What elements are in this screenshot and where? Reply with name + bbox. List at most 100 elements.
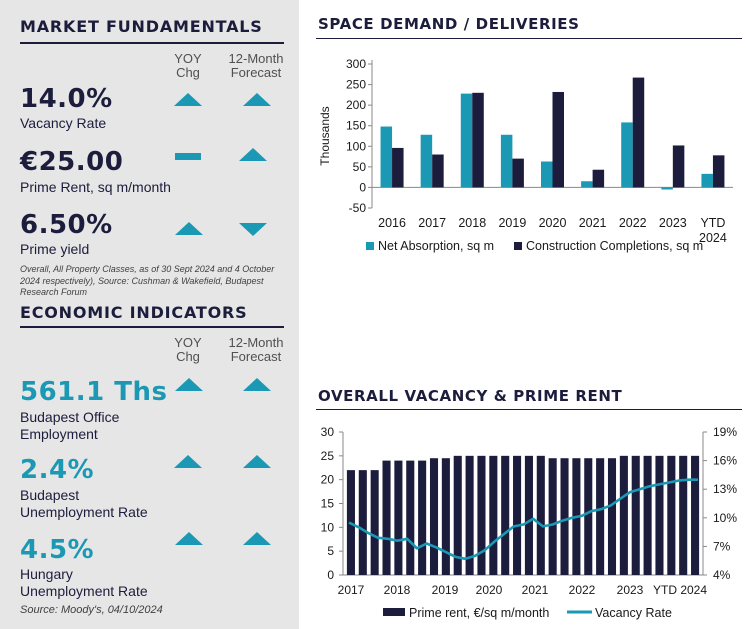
budapest-unemployment-value: 2.4%: [20, 455, 95, 485]
down-arrow-icon: [239, 223, 267, 236]
up-arrow-icon: [175, 222, 203, 235]
vacancy-rent-title-rule: [316, 409, 742, 410]
economic-source: Source: Moody's, 04/10/2024: [20, 604, 163, 616]
prime-rent-value: €25.00: [20, 147, 124, 177]
bar-net-absorption: [380, 126, 393, 188]
up-arrow-icon: [243, 532, 271, 545]
y-tick-label: 0: [359, 180, 366, 194]
legend-label: Vacancy Rate: [595, 606, 672, 620]
y-tick-label: 100: [346, 139, 366, 153]
market-footnote: Overall, All Property Classes, as of 30 …: [20, 264, 275, 297]
economic-title-rule: [20, 326, 284, 328]
y-tick-label: 150: [346, 119, 366, 133]
left-tick-label: 15: [321, 497, 335, 511]
up-arrow-icon: [174, 455, 202, 468]
right-tick-label: 13%: [713, 482, 737, 496]
legend-swatch-prime-rent: [383, 608, 405, 616]
legend-label: Net Absorption, sq m: [378, 239, 494, 253]
bar-construction-completions: [592, 169, 605, 188]
bar-prime-rent: [667, 455, 676, 575]
economic-indicators-title: ECONOMIC INDICATORS: [20, 303, 248, 322]
market-title-rule: [20, 42, 284, 44]
right-tick-label: 19%: [713, 425, 737, 439]
market-forecast-header: 12-Month Forecast: [228, 51, 284, 80]
bar-net-absorption: [500, 134, 513, 188]
economic-forecast-header: 12-Month Forecast: [228, 335, 284, 364]
bar-prime-rent: [501, 455, 510, 575]
bar-prime-rent: [631, 455, 640, 575]
office-employment-value: 561.1 Ths: [20, 377, 168, 407]
right-tick-label: 7%: [713, 539, 731, 553]
vacancy-rent-title: OVERALL VACANCY & PRIME RENT: [318, 387, 623, 405]
economic-yoy-header: YOY Chg: [174, 335, 202, 364]
x-tick-label: 2020: [539, 216, 567, 230]
right-tick-label: 16%: [713, 454, 737, 468]
bar-prime-rent: [394, 460, 403, 575]
legend-label: Prime rent, €/sq m/month: [409, 606, 549, 620]
x-tick-label: 2017: [418, 216, 446, 230]
x-tick-label: 2020: [476, 583, 503, 597]
bar-prime-rent: [406, 460, 415, 575]
bar-construction-completions: [472, 92, 484, 188]
x-tick-label: 2022: [619, 216, 647, 230]
bar-net-absorption: [460, 93, 473, 188]
bar-prime-rent: [513, 455, 522, 575]
bar-net-absorption: [581, 181, 593, 188]
y-tick-label: 200: [346, 98, 366, 112]
bar-prime-rent: [524, 455, 533, 575]
prime-rent-label: Prime Rent, sq m/month: [20, 179, 171, 195]
bar-prime-rent: [548, 458, 557, 575]
x-tick-label: 2017: [338, 583, 365, 597]
y-tick-label: 300: [346, 57, 366, 71]
bar-prime-rent: [536, 455, 545, 575]
bar-prime-rent: [596, 458, 605, 575]
x-tick-label: 2023: [659, 216, 687, 230]
x-tick-label: 2018: [458, 216, 486, 230]
x-tick-label: 2019: [498, 216, 526, 230]
space-demand-title-rule: [316, 38, 742, 39]
line-vacancy-rate: [348, 478, 698, 561]
bar-prime-rent: [370, 470, 379, 575]
bar-net-absorption: [541, 161, 553, 188]
y-tick-label: 50: [353, 160, 367, 174]
legend-swatch: [366, 242, 374, 250]
vacancy-rate-value: 14.0%: [20, 84, 113, 114]
prime-yield-label: Prime yield: [20, 241, 90, 257]
vacancy-rate-label: Vacancy Rate: [20, 115, 107, 131]
bar-prime-rent: [489, 455, 498, 575]
office-employment-label: Budapest Office Employment: [20, 409, 120, 442]
bar-net-absorption: [701, 173, 713, 188]
bar-prime-rent: [429, 458, 439, 575]
up-arrow-icon: [175, 532, 203, 545]
left-tick-label: 10: [321, 520, 335, 534]
x-tick-label: 2021: [579, 216, 607, 230]
bar-construction-completions: [432, 154, 444, 188]
left-tick-label: 0: [327, 568, 334, 582]
up-arrow-icon: [174, 93, 202, 106]
left-tick-label: 5: [327, 544, 334, 558]
bar-construction-completions: [552, 91, 564, 188]
market-yoy-header: YOY Chg: [174, 51, 202, 80]
y-tick-label: -50: [349, 201, 367, 215]
right-tick-label: 4%: [713, 568, 731, 582]
x-tick-label: YTD 2024: [653, 583, 707, 597]
bar-prime-rent: [560, 458, 569, 575]
x-tick-label: 2023: [617, 583, 644, 597]
bar-construction-completions: [632, 77, 645, 188]
bar-construction-completions: [672, 145, 685, 188]
bar-prime-rent: [465, 455, 474, 575]
legend-swatch: [514, 242, 522, 250]
hungary-unemployment-value: 4.5%: [20, 535, 95, 565]
bar-net-absorption: [420, 134, 433, 188]
bar-prime-rent: [619, 455, 628, 575]
bar-net-absorption: [621, 122, 633, 188]
bar-construction-completions: [712, 155, 725, 188]
bar-prime-rent: [358, 470, 367, 575]
bar-prime-rent: [691, 455, 700, 575]
budapest-unemployment-label: Budapest Unemployment Rate: [20, 487, 148, 520]
up-arrow-icon: [239, 148, 267, 161]
bar-prime-rent: [584, 458, 593, 575]
x-tick-label: 2024: [699, 231, 727, 245]
legend-label: Construction Completions, sq m: [526, 239, 703, 253]
